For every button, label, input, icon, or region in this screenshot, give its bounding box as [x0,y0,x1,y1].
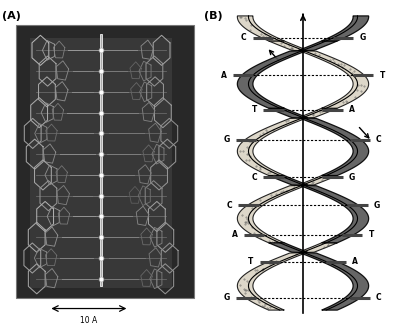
Text: C: C [376,293,381,302]
Text: T: T [248,257,254,266]
Text: G: G [349,172,355,182]
Text: A: A [349,105,355,114]
Text: C: C [376,135,381,144]
Text: A: A [231,230,238,240]
Text: C: C [252,172,257,182]
Polygon shape [238,243,337,310]
Polygon shape [238,175,337,243]
Polygon shape [269,41,368,108]
Text: G: G [359,33,366,42]
Text: (A): (A) [2,11,21,21]
Polygon shape [238,41,337,108]
Text: G: G [224,135,230,144]
Text: C: C [241,33,247,42]
Polygon shape [238,108,337,175]
Text: T: T [379,71,385,80]
Polygon shape [269,243,368,310]
Text: (B): (B) [204,11,223,21]
Text: A: A [221,71,227,80]
Text: A: A [352,257,358,266]
Text: G: G [374,201,380,210]
Text: 10 A: 10 A [80,316,97,325]
Text: T: T [368,230,374,240]
Polygon shape [238,16,284,41]
Text: C: C [227,201,232,210]
Bar [16,25,194,298]
Polygon shape [322,16,368,41]
Text: T: T [252,105,257,114]
Text: G: G [224,293,230,302]
Polygon shape [269,175,368,243]
Bar [30,38,172,288]
Polygon shape [269,108,368,175]
